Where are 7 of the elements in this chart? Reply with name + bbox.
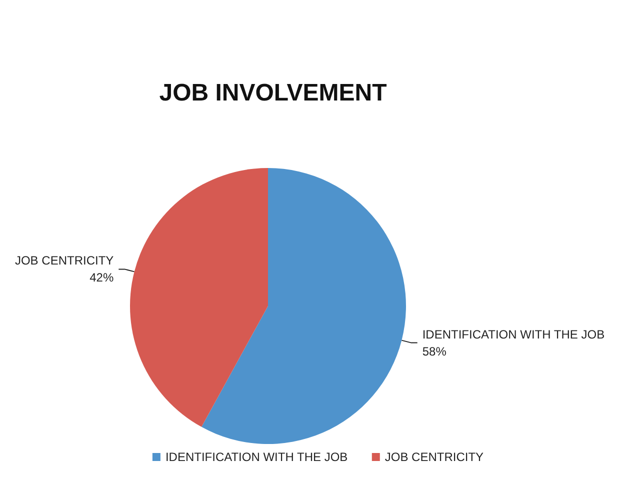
chart-title: JOB INVOLVEMENT: [159, 80, 388, 106]
legend-label: JOB CENTRICITY: [384, 450, 484, 464]
legend-label: IDENTIFICATION WITH THE JOB: [165, 450, 348, 464]
data-label: 42%: [90, 270, 114, 285]
data-label: 58%: [422, 344, 447, 358]
slice-label: JOB CENTRICITY: [14, 254, 114, 268]
slice-label: IDENTIFICATION WITH THE JOB: [422, 327, 605, 342]
